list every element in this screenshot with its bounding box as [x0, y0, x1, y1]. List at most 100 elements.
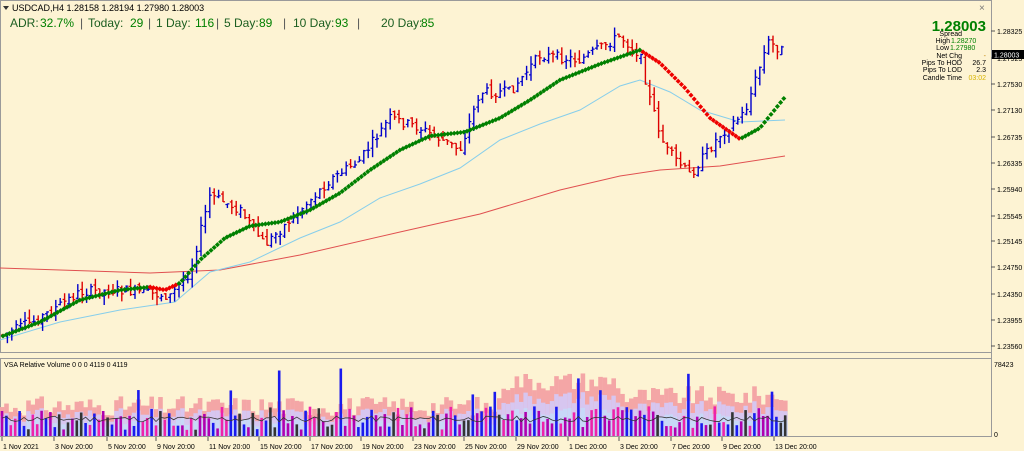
fast-ma-dot [432, 132, 438, 138]
ohlc-bar [159, 293, 164, 302]
volume-bar [277, 370, 281, 436]
fast-ma-dot [214, 242, 220, 248]
volume-bar [0, 410, 4, 436]
time-axis[interactable]: 1 Nov 2021 3 Nov 20:00 5 Nov 20:00 9 Nov 20… [1, 437, 817, 451]
volume-bar [27, 429, 30, 436]
volume-bar [269, 407, 272, 436]
volume-bar [638, 410, 642, 436]
volume-bar [414, 426, 417, 436]
volume-bar [396, 407, 400, 436]
ohlc-bar [511, 85, 516, 94]
volume-bar [651, 411, 655, 436]
ohlc-bar [335, 170, 340, 183]
price-tick-label: 1.27530 [997, 82, 1022, 89]
fast-ma-dot [195, 259, 201, 265]
today-separator: | [148, 16, 151, 30]
close-chart-icon[interactable]: × [979, 3, 985, 14]
fast-ma-dot [128, 286, 134, 292]
volume-bar [361, 422, 365, 436]
volume-bar [621, 410, 624, 436]
volume-bar [594, 408, 598, 436]
ohlc-bar [665, 142, 670, 155]
pips-hod-value: 26.7 [972, 60, 986, 67]
ohlc-bar [221, 191, 225, 203]
volume-bar [189, 418, 193, 436]
ohlc-bar [493, 93, 498, 103]
ohlc-bar [282, 223, 287, 238]
fast-ma-dot [189, 266, 195, 272]
ohlc-bar [775, 44, 780, 60]
ohlc-bar [419, 127, 423, 140]
ohlc-bar [713, 132, 718, 158]
time-tick-label: 23 Nov 20:00 [414, 444, 456, 451]
volume-band-low [26, 420, 31, 436]
volume-bar [581, 427, 585, 436]
volume-bar [744, 410, 747, 436]
ohlc-bar [524, 65, 529, 81]
price-axis[interactable]: 1.28325 1.27925 1.27530 1.27130 1.26735 1.263… [991, 29, 1022, 351]
volume-bar [352, 415, 356, 436]
ohlc-bar [361, 149, 366, 164]
collapse-triangle-icon[interactable] [3, 6, 9, 10]
ohlc-bar [678, 151, 683, 169]
ohlc-bar [194, 245, 199, 274]
volume-bar [607, 420, 611, 436]
fast-ma-dot [342, 186, 348, 192]
volume-bar [462, 420, 466, 436]
ohlc-bar [586, 50, 591, 58]
today-label: Today: [88, 16, 123, 30]
ohlc-bar [502, 80, 507, 97]
ohlc-bar [309, 198, 313, 209]
five-day-value: 89 [259, 16, 273, 30]
ohlc-bar [555, 49, 560, 60]
adr-indicator: ADR: 32.7% | Today: 29 | 1 Day: 116 | 5 … [10, 16, 435, 30]
price-tick-label: 1.25545 [997, 214, 1022, 221]
volume-bar [590, 410, 593, 436]
volume-bar [84, 422, 87, 436]
volume-band-low [215, 419, 220, 436]
volume-bar [225, 419, 228, 436]
ohlc-bar [247, 213, 252, 226]
ohlc-bar [661, 124, 665, 143]
volume-bar [62, 429, 65, 436]
ohlc-bar [155, 289, 159, 306]
volume-bar [251, 412, 255, 436]
ohlc-bar [441, 130, 445, 141]
volume-bar [431, 410, 435, 436]
volume-bar [568, 418, 571, 436]
ten-day-separator: | [357, 16, 360, 30]
adr-label: ADR: [10, 16, 39, 30]
volume-bar [678, 422, 681, 436]
fast-ma-dot [157, 286, 163, 292]
volume-bar [9, 425, 13, 436]
fast-ma-dot [669, 72, 675, 78]
ohlc-bar [203, 204, 208, 234]
ohlc-bar [603, 42, 608, 51]
fast-ma-dot [346, 183, 352, 189]
time-tick-label: 9 Dec 20:00 [723, 444, 761, 451]
volume-bar [93, 413, 96, 436]
one-day-value: 116 [195, 16, 214, 30]
ohlc-bar [740, 106, 745, 124]
volume-bar [374, 415, 378, 436]
net-chg-value: - [984, 53, 987, 60]
five-day-label: 5 Day: [224, 16, 259, 30]
volume-bar [97, 419, 101, 436]
ohlc-bar [480, 92, 485, 104]
ohlc-bar [551, 50, 555, 63]
ohlc-bar [463, 130, 467, 156]
volume-bar [401, 424, 404, 436]
price-tick-label: 1.25145 [997, 239, 1022, 246]
fast-ma-dot [781, 95, 787, 102]
ohlc-bar [573, 52, 577, 68]
volume-bar [150, 408, 153, 436]
volume-bar [585, 416, 589, 436]
volume-bar [709, 424, 712, 436]
volume-band-low [439, 421, 445, 436]
ohlc-bar [489, 79, 494, 100]
volume-bar [722, 422, 725, 436]
price-tick-label: 1.27925 [997, 56, 1022, 63]
twenty-day-value: 85 [421, 16, 435, 30]
fast-ma-dot [765, 115, 771, 121]
